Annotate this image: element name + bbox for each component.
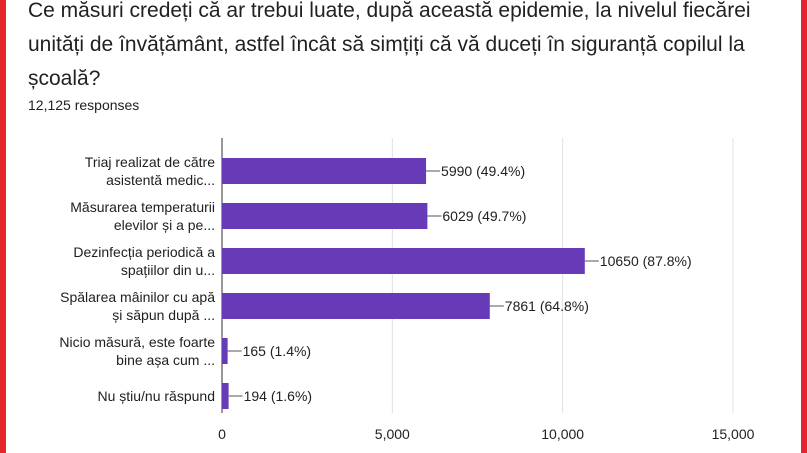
data-label: 7861 (64.8%) [505, 298, 589, 314]
category-label: elevilor și a pe... [114, 217, 215, 233]
bar [222, 158, 427, 184]
bar [222, 203, 428, 229]
data-label: 6029 (49.7%) [442, 208, 526, 224]
x-tick-label: 15,000 [712, 426, 755, 442]
category-label: Măsurarea temperaturii [70, 199, 215, 215]
category-label: bine așa cum ... [116, 352, 215, 368]
right-border [801, 0, 807, 453]
response-count: 12,125 responses [28, 97, 140, 113]
left-border [0, 0, 6, 453]
category-label: Triaj realizat de către [85, 154, 215, 170]
x-tick-label: 5,000 [375, 426, 410, 442]
data-label: 10650 (87.8%) [600, 253, 692, 269]
category-label: asistentă medic... [106, 172, 215, 188]
bar-chart: 0 5,000 10,000 15,000 5990 (49.4%) Triaj real… [59, 138, 755, 442]
question-title: Ce măsuri credeți că ar trebui luate, du… [28, 0, 751, 90]
data-label: 165 (1.4%) [243, 343, 311, 359]
bar [222, 293, 490, 319]
category-label: Spălarea mâinilor cu apă [60, 289, 215, 305]
category-label: Nicio măsură, este foarte [59, 334, 215, 350]
data-label: 5990 (49.4%) [441, 163, 525, 179]
category-label: și săpun după ... [112, 307, 215, 323]
x-tick-label: 0 [218, 426, 226, 442]
question-card: Ce măsuri credeți că ar trebui luate, du… [6, 0, 801, 453]
data-label: 194 (1.6%) [244, 388, 312, 404]
category-label: spațiilor din u... [121, 262, 215, 278]
bar [222, 383, 229, 409]
x-tick-label: 10,000 [541, 426, 584, 442]
bar [222, 248, 585, 274]
category-label: Dezinfecția periodică a [73, 244, 215, 260]
bar [222, 338, 228, 364]
category-label: Nu știu/nu răspund [97, 388, 215, 404]
